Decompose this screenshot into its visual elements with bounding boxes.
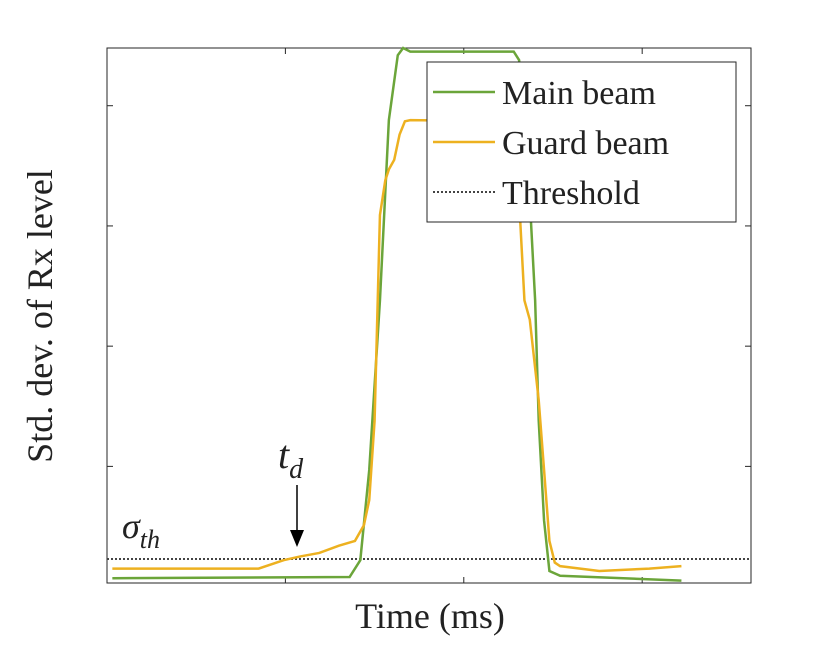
legend: Main beam Guard beam Threshold (426, 61, 737, 223)
data-line (112, 46, 682, 582)
legend-label: Main beam (502, 75, 656, 112)
y-axis-label: Std. dev. of Rx level (20, 169, 60, 463)
annotation: σth (122, 506, 160, 554)
data-line (112, 118, 682, 573)
legend-label: Guard beam (502, 125, 669, 162)
annotation-text: t (278, 432, 290, 477)
plot-frame (106, 47, 752, 584)
annotation-subscript: d (289, 454, 304, 485)
legend-label: Threshold (502, 175, 640, 212)
annotation: td (278, 432, 304, 485)
annotation-subscript: th (140, 525, 160, 554)
arrow-head (290, 530, 304, 547)
x-axis-label: Time (ms) (355, 596, 505, 636)
annotation-text: σ (122, 506, 141, 546)
